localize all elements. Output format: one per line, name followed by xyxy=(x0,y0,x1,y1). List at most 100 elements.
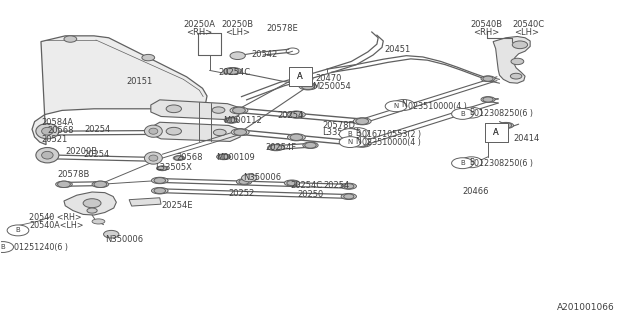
Circle shape xyxy=(241,174,257,182)
Circle shape xyxy=(230,52,245,60)
Text: 20542: 20542 xyxy=(252,50,278,59)
Circle shape xyxy=(226,68,239,74)
Circle shape xyxy=(166,127,182,135)
Circle shape xyxy=(232,107,245,114)
Text: N: N xyxy=(355,137,360,146)
Ellipse shape xyxy=(36,124,59,139)
Ellipse shape xyxy=(149,155,158,161)
Text: 023510000(4 ): 023510000(4 ) xyxy=(362,138,420,147)
Polygon shape xyxy=(151,122,240,141)
Text: 20254C: 20254C xyxy=(218,68,251,76)
Text: B: B xyxy=(348,131,353,137)
Circle shape xyxy=(483,76,493,81)
Ellipse shape xyxy=(303,142,318,148)
Text: 20254: 20254 xyxy=(277,111,303,120)
Text: 20250B: 20250B xyxy=(221,20,254,28)
Text: 20200B: 20200B xyxy=(65,147,97,156)
Circle shape xyxy=(234,129,246,135)
Polygon shape xyxy=(32,36,207,145)
Ellipse shape xyxy=(216,154,230,160)
Text: 016710553(2 ): 016710553(2 ) xyxy=(362,130,420,139)
Ellipse shape xyxy=(152,177,168,184)
Text: A: A xyxy=(493,128,499,137)
Circle shape xyxy=(290,111,303,118)
Circle shape xyxy=(344,194,354,199)
Ellipse shape xyxy=(481,76,495,82)
Text: M000112: M000112 xyxy=(223,116,262,125)
Circle shape xyxy=(290,134,303,140)
Text: N350006: N350006 xyxy=(243,173,281,182)
Circle shape xyxy=(500,123,511,128)
Text: 20254E: 20254E xyxy=(161,201,193,210)
Text: 20414: 20414 xyxy=(513,134,540,143)
Circle shape xyxy=(483,97,493,102)
Ellipse shape xyxy=(341,193,356,200)
Text: B: B xyxy=(460,160,465,166)
Ellipse shape xyxy=(42,151,53,159)
Text: 20254C: 20254C xyxy=(290,181,322,190)
FancyBboxPatch shape xyxy=(289,67,312,86)
Text: 20540 <RH>: 20540 <RH> xyxy=(29,213,82,222)
Circle shape xyxy=(175,156,184,160)
Circle shape xyxy=(512,41,527,49)
Polygon shape xyxy=(151,100,239,120)
Ellipse shape xyxy=(298,76,313,82)
Text: 20250: 20250 xyxy=(298,190,324,199)
Text: B: B xyxy=(469,108,474,117)
Text: N: N xyxy=(394,103,399,109)
Ellipse shape xyxy=(152,188,168,194)
Text: M250054: M250054 xyxy=(312,82,351,91)
Text: 20568: 20568 xyxy=(47,126,74,135)
Text: 012308250(6 ): 012308250(6 ) xyxy=(474,159,533,168)
Text: 023510000(4 ): 023510000(4 ) xyxy=(408,102,467,111)
Circle shape xyxy=(166,105,182,113)
Circle shape xyxy=(300,76,311,82)
Text: A: A xyxy=(298,72,303,81)
Circle shape xyxy=(393,100,415,110)
Text: B: B xyxy=(469,158,474,167)
Ellipse shape xyxy=(224,117,238,123)
Text: 20466: 20466 xyxy=(463,188,489,196)
Circle shape xyxy=(461,157,483,168)
Text: B: B xyxy=(460,111,465,117)
Circle shape xyxy=(339,129,361,140)
Text: <LH>: <LH> xyxy=(225,28,250,36)
Circle shape xyxy=(301,83,314,90)
Circle shape xyxy=(347,136,369,147)
Circle shape xyxy=(511,58,524,65)
Ellipse shape xyxy=(353,140,371,147)
Ellipse shape xyxy=(287,111,305,118)
Text: 20254: 20254 xyxy=(84,125,111,134)
Text: 20578B: 20578B xyxy=(57,170,90,179)
Ellipse shape xyxy=(498,123,513,129)
Ellipse shape xyxy=(236,179,252,185)
Text: 20151: 20151 xyxy=(127,77,153,86)
Circle shape xyxy=(226,118,236,123)
Circle shape xyxy=(287,180,297,186)
Text: N: N xyxy=(401,100,406,109)
Circle shape xyxy=(270,145,282,150)
Ellipse shape xyxy=(149,128,158,134)
Circle shape xyxy=(87,208,97,213)
Text: 20451: 20451 xyxy=(385,45,411,54)
Text: N350006: N350006 xyxy=(105,235,143,244)
Text: 20578E: 20578E xyxy=(266,24,298,33)
FancyBboxPatch shape xyxy=(485,123,508,142)
Ellipse shape xyxy=(284,180,300,186)
Ellipse shape xyxy=(353,118,371,125)
Ellipse shape xyxy=(92,181,109,188)
Text: A201001066: A201001066 xyxy=(557,303,615,312)
Circle shape xyxy=(344,184,354,189)
Circle shape xyxy=(154,188,166,194)
Text: 20578D: 20578D xyxy=(322,121,355,130)
Text: 20568: 20568 xyxy=(177,153,203,162)
Ellipse shape xyxy=(157,166,168,171)
Ellipse shape xyxy=(231,129,249,136)
Text: B: B xyxy=(355,129,360,138)
Ellipse shape xyxy=(42,127,53,135)
Text: 20540B: 20540B xyxy=(470,20,502,28)
Circle shape xyxy=(154,178,166,183)
Circle shape xyxy=(356,118,369,124)
Text: L33505X: L33505X xyxy=(322,128,359,137)
Text: 20254: 20254 xyxy=(323,181,349,190)
